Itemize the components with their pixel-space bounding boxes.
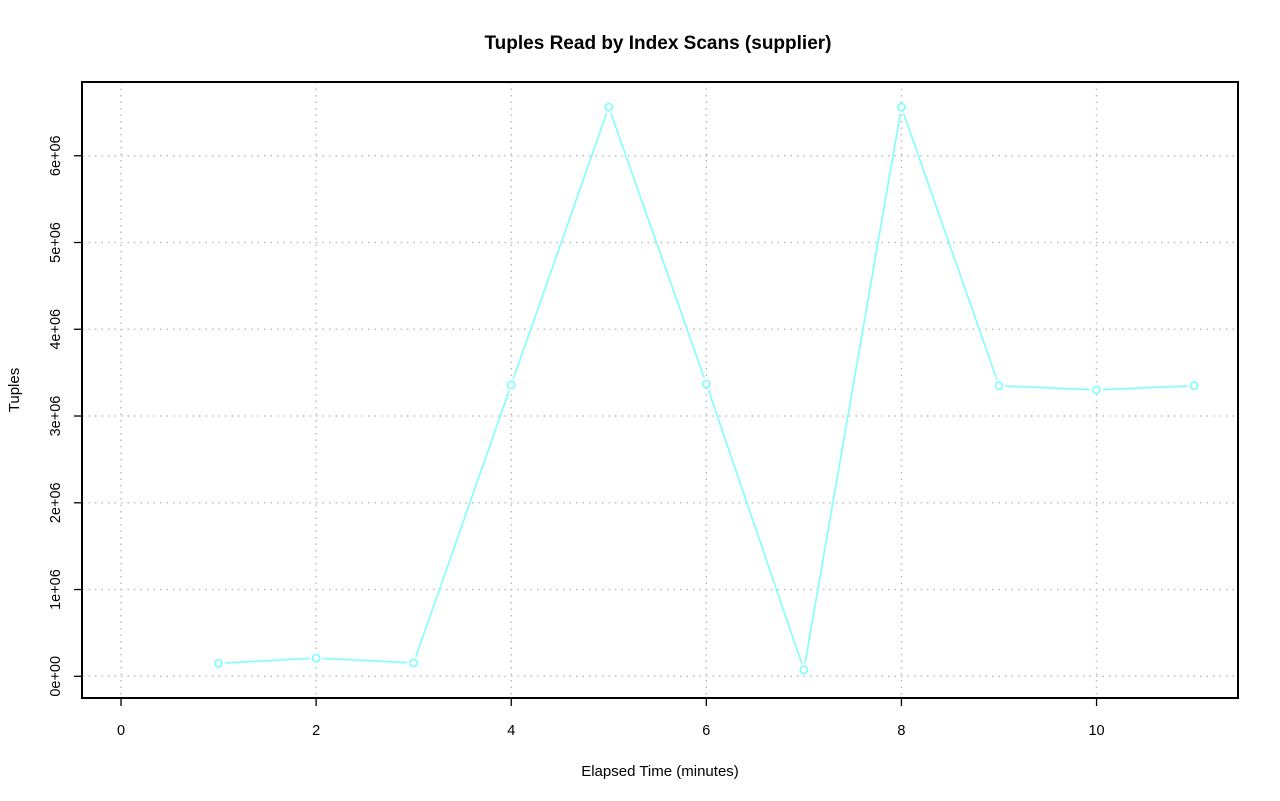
- chart-title: Tuples Read by Index Scans (supplier): [484, 33, 831, 54]
- y-tick-label: 2e+06: [48, 482, 64, 523]
- x-tick-label: 8: [897, 723, 905, 739]
- y-tick-label: 5e+06: [48, 222, 64, 263]
- y-tick-label: 1e+06: [48, 569, 64, 610]
- data-point: [311, 653, 321, 663]
- grid: [82, 82, 1238, 698]
- data-point: [214, 658, 224, 668]
- x-tick-label: 10: [1088, 723, 1104, 739]
- data-point: [896, 102, 906, 112]
- data-point: [506, 380, 516, 390]
- data-point: [701, 379, 711, 389]
- x-tick-label: 4: [507, 723, 515, 739]
- data-point: [1092, 385, 1101, 395]
- series-line-segment: [225, 657, 310, 664]
- y-axis: 0e+00 1e+06 2e+06 3e+06 4e+06 5e+06 6e+06: [48, 135, 82, 697]
- x-tick-label: 2: [312, 723, 320, 739]
- series-line-segment: [512, 113, 608, 379]
- series-layer: [214, 102, 1199, 675]
- plot-frame: [81, 81, 1239, 699]
- y-tick-label: 6e+06: [48, 135, 64, 176]
- x-axis-label: Elapsed Time (minutes): [581, 763, 739, 780]
- y-tick-label: 3e+06: [48, 396, 64, 437]
- y-tick-label: 4e+06: [48, 309, 64, 350]
- series-line-segment: [1005, 385, 1091, 391]
- y-axis-label: Tuples: [6, 368, 23, 412]
- series-line-segment: [1103, 385, 1188, 391]
- series-line-segment: [415, 390, 510, 657]
- x-tick-label: 6: [702, 723, 710, 739]
- data-point: [409, 658, 419, 668]
- data-point: [799, 665, 809, 675]
- series-line-segment: [902, 113, 998, 380]
- series-line-segment: [610, 113, 705, 379]
- series-line-segment: [322, 657, 408, 664]
- series-line-segment: [707, 389, 803, 664]
- x-tick-label: 0: [117, 723, 125, 739]
- data-point: [1189, 381, 1199, 391]
- data-point: [994, 381, 1004, 391]
- series-line-segment: [804, 113, 902, 664]
- y-tick-label: 0e+00: [48, 656, 64, 697]
- x-axis: 0 2 4 6 8 10: [117, 698, 1105, 739]
- data-point: [604, 102, 614, 112]
